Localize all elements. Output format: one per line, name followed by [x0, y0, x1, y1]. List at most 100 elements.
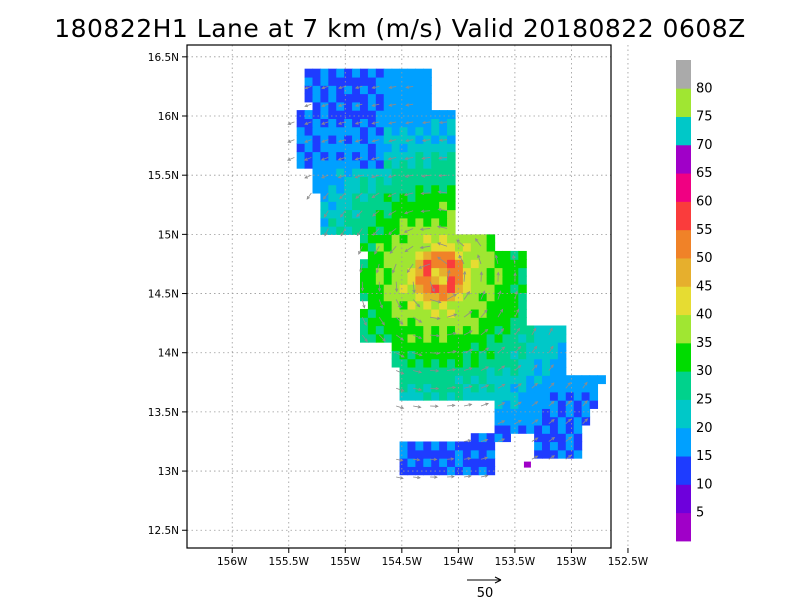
wind-vector: [439, 174, 448, 177]
wind-cell: [352, 76, 361, 86]
wind-cell: [407, 76, 416, 86]
wind-vector-head: [467, 439, 472, 443]
wind-vector-head: [469, 348, 474, 352]
wind-cell: [502, 400, 511, 409]
wind-vector: [430, 334, 440, 337]
wind-vector-head: [434, 475, 438, 479]
wind-vector: [446, 314, 457, 318]
wind-vector: [463, 385, 473, 389]
wind-vector-head: [306, 195, 310, 200]
wind-vector-head: [551, 437, 556, 441]
wind-cell: [407, 383, 416, 393]
wind-cell: [447, 118, 456, 128]
wind-cell: [320, 176, 329, 186]
wind-vector-head: [550, 345, 554, 350]
wind-cell: [431, 325, 440, 335]
wind-cell: [399, 217, 409, 227]
wind-vector-head: [388, 139, 393, 143]
wind-cell: [486, 333, 496, 343]
wind-cell: [542, 416, 551, 426]
colorbar-label: 75: [696, 110, 713, 125]
wind-cell: [502, 325, 511, 335]
wind-cell: [478, 242, 488, 252]
wind-cell: [344, 110, 353, 119]
wind-cell: [359, 308, 369, 318]
colorbar-label: 50: [696, 251, 713, 266]
wind-vector-head: [320, 157, 325, 161]
wind-vector: [304, 103, 312, 107]
wind-cell: [470, 284, 480, 293]
wind-cell: [304, 93, 314, 103]
wind-cell: [502, 350, 511, 360]
wind-cell: [423, 325, 432, 335]
wind-cell: [423, 366, 432, 376]
wind-cell: [518, 333, 527, 343]
wind-cell: [407, 134, 416, 144]
wind-cell: [407, 184, 416, 194]
wind-cell: [518, 350, 527, 360]
wind-cell: [542, 342, 551, 351]
wind-cell: [407, 350, 416, 360]
wind-vector-head: [418, 335, 423, 339]
wind-vector-head: [468, 385, 473, 389]
wind-vector: [287, 121, 295, 125]
wind-cell: [470, 275, 480, 285]
colorbar-segment: [676, 456, 691, 485]
wind-cell: [534, 366, 543, 376]
wind-cell: [454, 292, 464, 302]
wind-vector: [548, 328, 553, 336]
wind-cell: [359, 209, 369, 219]
wind-cell: [415, 209, 424, 219]
wind-cell: [399, 325, 409, 335]
wind-cell: [526, 366, 535, 376]
wind-vector: [358, 246, 363, 255]
wind-cell: [462, 391, 472, 401]
wind-vector-head: [468, 403, 473, 407]
wind-cell: [344, 151, 353, 161]
wind-cell: [336, 134, 345, 144]
wind-cell: [462, 449, 472, 459]
colorbar-segment: [676, 229, 691, 259]
wind-vector-head: [371, 139, 376, 143]
wind-cell: [399, 143, 409, 153]
wind-cell: [367, 184, 377, 194]
wind-cell: [391, 209, 401, 219]
wind-cell: [549, 375, 559, 385]
wind-vector-head: [494, 254, 499, 259]
wind-cell: [304, 110, 314, 119]
wind-vector-head: [450, 457, 455, 461]
wind-cell: [328, 159, 337, 169]
wind-cell: [320, 85, 329, 95]
wind-cell: [423, 342, 432, 351]
wind-cell: [518, 424, 527, 434]
wind-cell: [399, 342, 409, 351]
wind-vector: [497, 383, 505, 389]
wind-cell: [447, 226, 456, 235]
wind-cell: [549, 383, 559, 393]
y-tick-label: 13N: [158, 466, 179, 478]
wind-cell: [573, 391, 583, 401]
colorbar-label: 25: [696, 393, 713, 408]
wind-vector-head: [399, 476, 404, 480]
wind-vector-head: [437, 256, 441, 261]
wind-cell: [407, 449, 416, 459]
wind-cell: [423, 126, 432, 136]
wind-cell: [581, 400, 591, 409]
wind-cell: [296, 159, 306, 169]
wind-cell: [375, 284, 385, 293]
wind-cell: [454, 259, 464, 269]
wind-cell: [336, 151, 345, 161]
wind-cell: [415, 101, 424, 111]
wind-vector: [437, 256, 448, 265]
wind-cell: [431, 383, 440, 393]
wind-vector-head: [498, 290, 502, 295]
wind-cell: [549, 400, 559, 409]
wind-cell: [383, 93, 393, 103]
wind-cell: [375, 259, 385, 269]
wind-cell: [407, 292, 416, 302]
wind-cell: [478, 317, 488, 327]
wind-vector: [405, 157, 414, 160]
wind-cell: [494, 275, 504, 285]
wind-cell: [502, 308, 511, 318]
wind-cell: [328, 209, 337, 219]
